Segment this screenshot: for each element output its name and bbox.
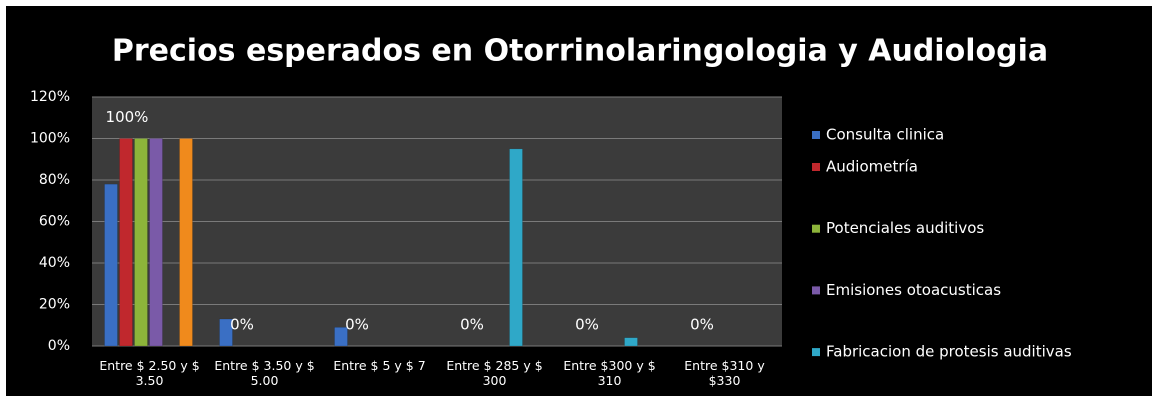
y-tick-label: 60% — [39, 214, 70, 230]
legend-swatch — [812, 131, 820, 139]
legend-swatch — [812, 286, 820, 295]
x-tick-label: Entre $ 5 y $ 7 — [333, 358, 426, 373]
bar — [149, 138, 163, 347]
y-tick-label: 80% — [39, 172, 70, 188]
bar — [179, 138, 193, 347]
data-label: 0% — [575, 316, 599, 334]
legend-swatch — [812, 348, 820, 357]
x-tick-label: Entre $300 y $ 310 — [563, 358, 656, 388]
x-tick-label: Entre $ 285 y $ 300 — [446, 358, 543, 388]
bar — [119, 138, 133, 347]
data-label: 0% — [460, 316, 484, 334]
legend-label: Potenciales auditivos — [826, 219, 984, 237]
y-tick-label: 100% — [30, 131, 70, 147]
bar — [509, 148, 523, 347]
bar — [624, 337, 638, 347]
legend-label: Consulta clinica — [826, 126, 944, 144]
bar — [104, 183, 118, 347]
y-tick-label: 40% — [39, 255, 70, 271]
legend-label: Emisiones otoacusticas — [826, 281, 1001, 299]
data-label: 0% — [345, 316, 369, 334]
data-label: 100% — [106, 108, 149, 126]
y-tick-label: 120% — [30, 89, 70, 105]
x-tick-label: Entre $ 3.50 y $ 5.00 — [214, 358, 315, 388]
bar — [134, 138, 148, 347]
x-tick-label: Entre $310 y $330 — [684, 358, 765, 388]
bar — [219, 318, 233, 347]
data-label: 0% — [690, 316, 714, 334]
legend-label: Fabricacion de protesis auditivas — [826, 343, 1072, 361]
x-tick-label: Entre $ 2.50 y $ 3.50 — [99, 358, 200, 388]
legend-label: Audiometría — [826, 158, 918, 176]
legend-swatch — [812, 224, 820, 233]
chart-title: Precios esperados en Otorrinolaringologi… — [112, 34, 1048, 69]
y-tick-label: 20% — [39, 297, 70, 313]
bar — [334, 327, 348, 347]
legend-swatch — [812, 163, 820, 171]
data-label: 0% — [230, 316, 254, 334]
y-tick-label: 0% — [48, 338, 70, 354]
